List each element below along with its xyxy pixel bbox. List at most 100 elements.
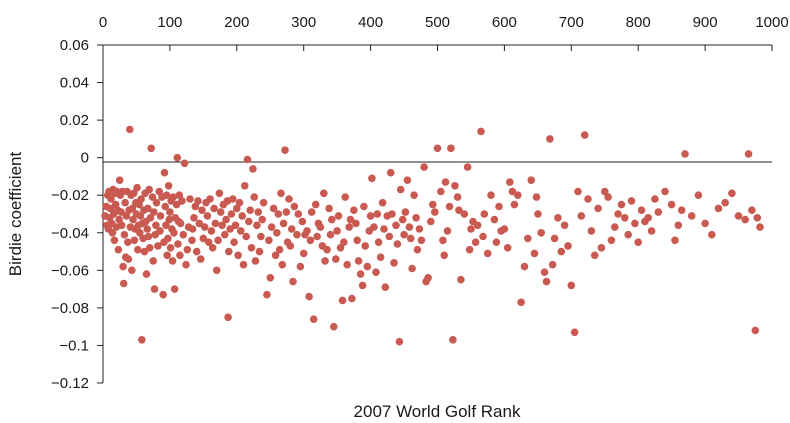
data-point	[182, 260, 190, 269]
data-point	[239, 260, 248, 269]
y-tick-label: −0.1	[59, 337, 89, 354]
data-point	[378, 198, 387, 207]
data-point	[164, 182, 173, 190]
data-point	[674, 221, 683, 230]
data-point	[307, 208, 316, 216]
data-point	[156, 227, 164, 235]
data-point	[457, 275, 465, 284]
data-point	[386, 168, 395, 177]
data-point	[728, 189, 736, 198]
data-point	[258, 215, 267, 224]
data-point	[281, 146, 289, 154]
data-point	[392, 221, 400, 230]
data-point	[207, 227, 216, 235]
data-point	[647, 227, 656, 235]
x-tick-label: 400	[358, 14, 383, 31]
data-point	[216, 208, 225, 216]
data-point	[278, 260, 287, 269]
y-tick-label: −0.12	[51, 375, 89, 392]
data-point	[334, 212, 343, 220]
data-point	[235, 198, 244, 207]
data-point	[294, 210, 303, 218]
data-point	[661, 187, 669, 196]
data-point	[218, 221, 226, 230]
data-point	[328, 215, 336, 224]
data-point	[520, 262, 529, 271]
data-point	[453, 193, 462, 201]
data-point	[744, 150, 753, 158]
data-point	[172, 200, 181, 209]
data-point	[437, 187, 445, 196]
data-point	[212, 266, 221, 275]
data-point	[460, 210, 469, 218]
data-point	[671, 236, 679, 245]
data-point	[637, 206, 646, 214]
data-point	[412, 214, 420, 222]
data-point	[269, 204, 278, 213]
data-point	[138, 336, 146, 344]
data-point	[514, 191, 522, 199]
x-tick-label: 200	[224, 14, 249, 31]
data-point	[186, 195, 194, 203]
data-point	[146, 214, 155, 222]
data-point	[373, 210, 382, 218]
data-point	[408, 264, 416, 273]
data-point	[345, 223, 354, 231]
data-point	[130, 236, 139, 245]
data-point	[147, 144, 155, 153]
data-point	[420, 163, 428, 171]
data-point	[253, 221, 261, 230]
data-point	[162, 191, 171, 199]
data-point	[188, 225, 197, 233]
data-point	[624, 230, 632, 239]
data-point	[677, 206, 686, 214]
data-point	[621, 214, 629, 222]
data-point	[254, 208, 262, 216]
data-point	[303, 227, 311, 235]
data-point	[124, 238, 132, 246]
data-point	[170, 229, 178, 237]
data-point	[360, 202, 368, 211]
data-point	[144, 204, 152, 213]
y-tick-label: 0.06	[60, 37, 89, 54]
data-point	[753, 214, 762, 222]
data-point	[241, 182, 249, 190]
data-point	[530, 249, 539, 258]
data-point	[503, 244, 512, 252]
data-point	[224, 313, 232, 322]
data-point	[376, 253, 385, 261]
data-point	[221, 230, 229, 239]
data-point	[263, 290, 271, 299]
data-point	[654, 208, 663, 216]
data-point	[348, 294, 356, 303]
data-point	[265, 236, 273, 245]
data-point	[203, 212, 212, 220]
data-point	[115, 176, 124, 184]
data-point	[534, 210, 542, 218]
data-point	[107, 195, 115, 203]
data-point	[510, 200, 519, 209]
data-point	[176, 251, 184, 260]
data-point	[467, 225, 475, 233]
data-point	[557, 247, 566, 256]
x-tick-label: 0	[99, 14, 107, 31]
data-point	[480, 210, 489, 218]
data-point	[165, 215, 173, 224]
data-point	[451, 182, 459, 190]
data-point	[403, 176, 412, 184]
data-point	[267, 223, 276, 231]
y-axis-title: Birdie coefficient	[6, 152, 25, 277]
data-point	[341, 193, 350, 201]
data-point	[176, 219, 185, 228]
data-point	[129, 215, 137, 224]
x-axis-title: 2007 World Golf Rank	[354, 402, 521, 421]
data-point	[128, 204, 137, 213]
data-point	[124, 255, 133, 263]
data-point	[174, 240, 182, 248]
data-point	[439, 236, 447, 245]
data-point	[429, 200, 437, 209]
data-point	[417, 236, 426, 245]
data-point	[287, 225, 296, 233]
data-point	[410, 191, 418, 199]
data-point	[146, 244, 154, 252]
